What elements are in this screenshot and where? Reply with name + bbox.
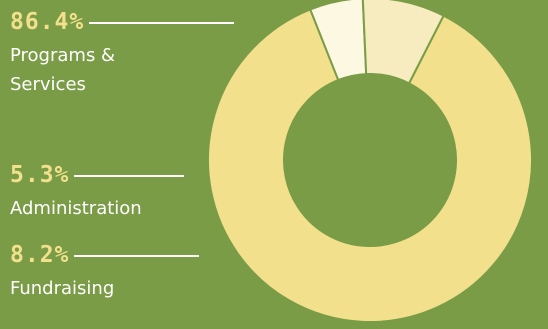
programs-leader-line xyxy=(89,21,235,24)
donut-slice-administration xyxy=(308,0,368,82)
fundraising-percent: 8.2% xyxy=(10,242,70,268)
donut-slice-programs-services xyxy=(207,8,533,323)
programs-label: 86.4% Programs & Services xyxy=(10,9,235,99)
fundraising-name: Fundraising xyxy=(10,278,115,299)
programs-name-line2: Services xyxy=(10,74,86,95)
donut-slice-fundraising xyxy=(361,0,445,85)
fundraising-label: 8.2% Fundraising xyxy=(10,242,200,303)
programs-percent: 86.4% xyxy=(10,9,85,35)
fundraising-leader-line xyxy=(74,254,200,257)
administration-leader-line xyxy=(74,174,185,177)
administration-label: 5.3% Administration xyxy=(10,162,185,223)
programs-name-line1: Programs & xyxy=(10,45,116,66)
administration-percent: 5.3% xyxy=(10,162,70,188)
administration-name: Administration xyxy=(10,198,142,219)
